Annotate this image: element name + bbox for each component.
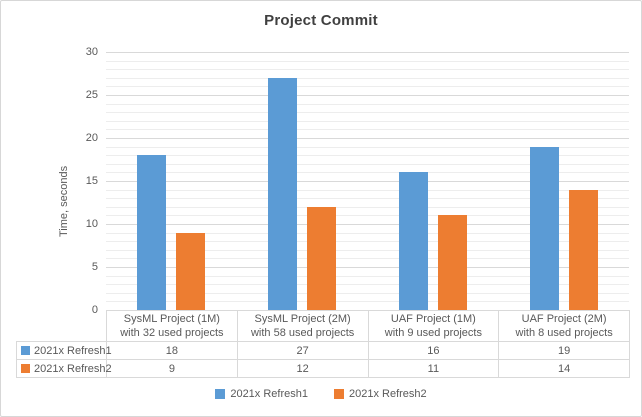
category-group-4 (498, 52, 629, 310)
minor-gridline (106, 129, 629, 131)
minor-gridline (106, 103, 629, 105)
minor-gridline (106, 163, 629, 165)
minor-gridline (106, 189, 629, 191)
table-header-cell-2: SysML Project (2M) with 58 used projects (236, 310, 369, 342)
minor-gridline (106, 172, 629, 174)
table-row-series2: 2021x Refresh2 9 12 11 14 (16, 359, 630, 378)
category-group-3 (368, 52, 499, 310)
table-value-series1-cat4: 19 (498, 341, 630, 360)
category-group-2 (237, 52, 368, 310)
table-corner-cell (17, 311, 107, 342)
y-tick-label: 5 (91, 261, 98, 274)
minor-gridline (106, 275, 629, 277)
major-gridline (106, 224, 629, 226)
table-value-series2-cat3: 11 (367, 359, 500, 378)
category-sublabel: with 8 used projects (515, 327, 613, 339)
table-row-label: 2021x Refresh1 (16, 341, 112, 360)
chart-legend: 2021x Refresh1 2021x Refresh2 (1, 388, 641, 400)
table-row-series1: 2021x Refresh1 18 27 16 19 (16, 341, 630, 360)
table-value-series2-cat2: 12 (236, 359, 369, 378)
minor-gridline (106, 60, 629, 62)
bar-series2-cat2[interactable] (307, 206, 337, 310)
minor-gridline (106, 112, 629, 114)
category-group-1 (106, 52, 237, 310)
table-value-series2-cat4: 14 (498, 359, 630, 378)
minor-gridline (106, 284, 629, 286)
legend-label: 2021x Refresh2 (349, 388, 427, 400)
minor-gridline (106, 258, 629, 260)
minor-gridline (106, 120, 629, 122)
minor-gridline (106, 215, 629, 217)
category-label: SysML Project (2M) (254, 313, 351, 325)
series-swatch-icon (21, 363, 30, 373)
minor-gridline (106, 241, 629, 243)
major-gridline (106, 181, 629, 182)
chart-data-table: SysML Project (1M) with 32 used projects S… (16, 310, 630, 378)
minor-gridline (106, 77, 629, 79)
major-gridline (106, 138, 629, 140)
minor-gridline (106, 249, 629, 251)
major-gridline (106, 267, 629, 269)
bar-series1-cat2[interactable] (268, 77, 298, 310)
category-label: UAF Project (2M) (521, 313, 607, 325)
category-label: UAF Project (1M) (390, 313, 476, 325)
minor-gridline (106, 198, 629, 200)
minor-gridline (106, 292, 629, 294)
minor-gridline (106, 232, 629, 234)
y-tick-label: 30 (85, 46, 98, 58)
table-value-series2-cat1: 9 (106, 359, 238, 378)
y-axis-tick-labels: 0 5 10 15 20 25 30 (61, 46, 98, 316)
bar-series1-cat4[interactable] (529, 146, 559, 310)
category-label: SysML Project (1M) (123, 313, 220, 325)
table-header-cell-3: UAF Project (1M) with 9 used projects (367, 310, 500, 342)
legend-swatch-icon (334, 389, 344, 399)
y-tick-label: 20 (85, 132, 98, 145)
legend-label: 2021x Refresh1 (230, 388, 308, 400)
table-value-series1-cat3: 16 (367, 341, 500, 360)
minor-gridline (106, 301, 629, 303)
table-value-series1-cat1: 18 (106, 341, 238, 360)
bar-series2-cat3[interactable] (437, 215, 467, 310)
category-sublabel: with 9 used projects (384, 327, 482, 339)
series-swatch-icon (21, 345, 30, 355)
bar-series2-cat4[interactable] (568, 189, 598, 310)
minor-gridline (106, 69, 629, 71)
legend-item-series2[interactable]: 2021x Refresh2 (334, 388, 427, 400)
bar-series1-cat3[interactable] (398, 172, 428, 310)
minor-gridline (106, 206, 629, 208)
bar-series2-cat1[interactable] (176, 232, 206, 310)
legend-swatch-icon (215, 389, 226, 399)
bar-series1-cat1[interactable] (137, 155, 167, 310)
major-gridline (106, 95, 629, 96)
y-tick-label: 25 (85, 89, 98, 101)
plot-area (106, 52, 629, 310)
legend-item-series1[interactable]: 2021x Refresh1 (215, 388, 308, 400)
y-tick-label: 15 (85, 175, 98, 187)
y-tick-label: 0 (91, 304, 98, 316)
y-tick-label: 10 (85, 218, 98, 231)
minor-gridline (106, 146, 629, 148)
table-row-label: 2021x Refresh2 (16, 359, 112, 378)
table-header-cell-1: SysML Project (1M) with 32 used projects (106, 310, 238, 342)
table-header-cell-4: UAF Project (2M) with 8 used projects (498, 310, 630, 342)
category-sublabel: with 58 used projects (250, 327, 355, 339)
minor-gridline (106, 155, 629, 157)
table-value-series1-cat2: 27 (236, 341, 369, 360)
category-sublabel: with 32 used projects (120, 327, 224, 339)
chart-title: Project Commit (264, 12, 378, 29)
major-gridline (106, 52, 629, 53)
minor-gridline (106, 86, 629, 88)
table-header-row: SysML Project (1M) with 32 used projects S… (17, 310, 630, 342)
